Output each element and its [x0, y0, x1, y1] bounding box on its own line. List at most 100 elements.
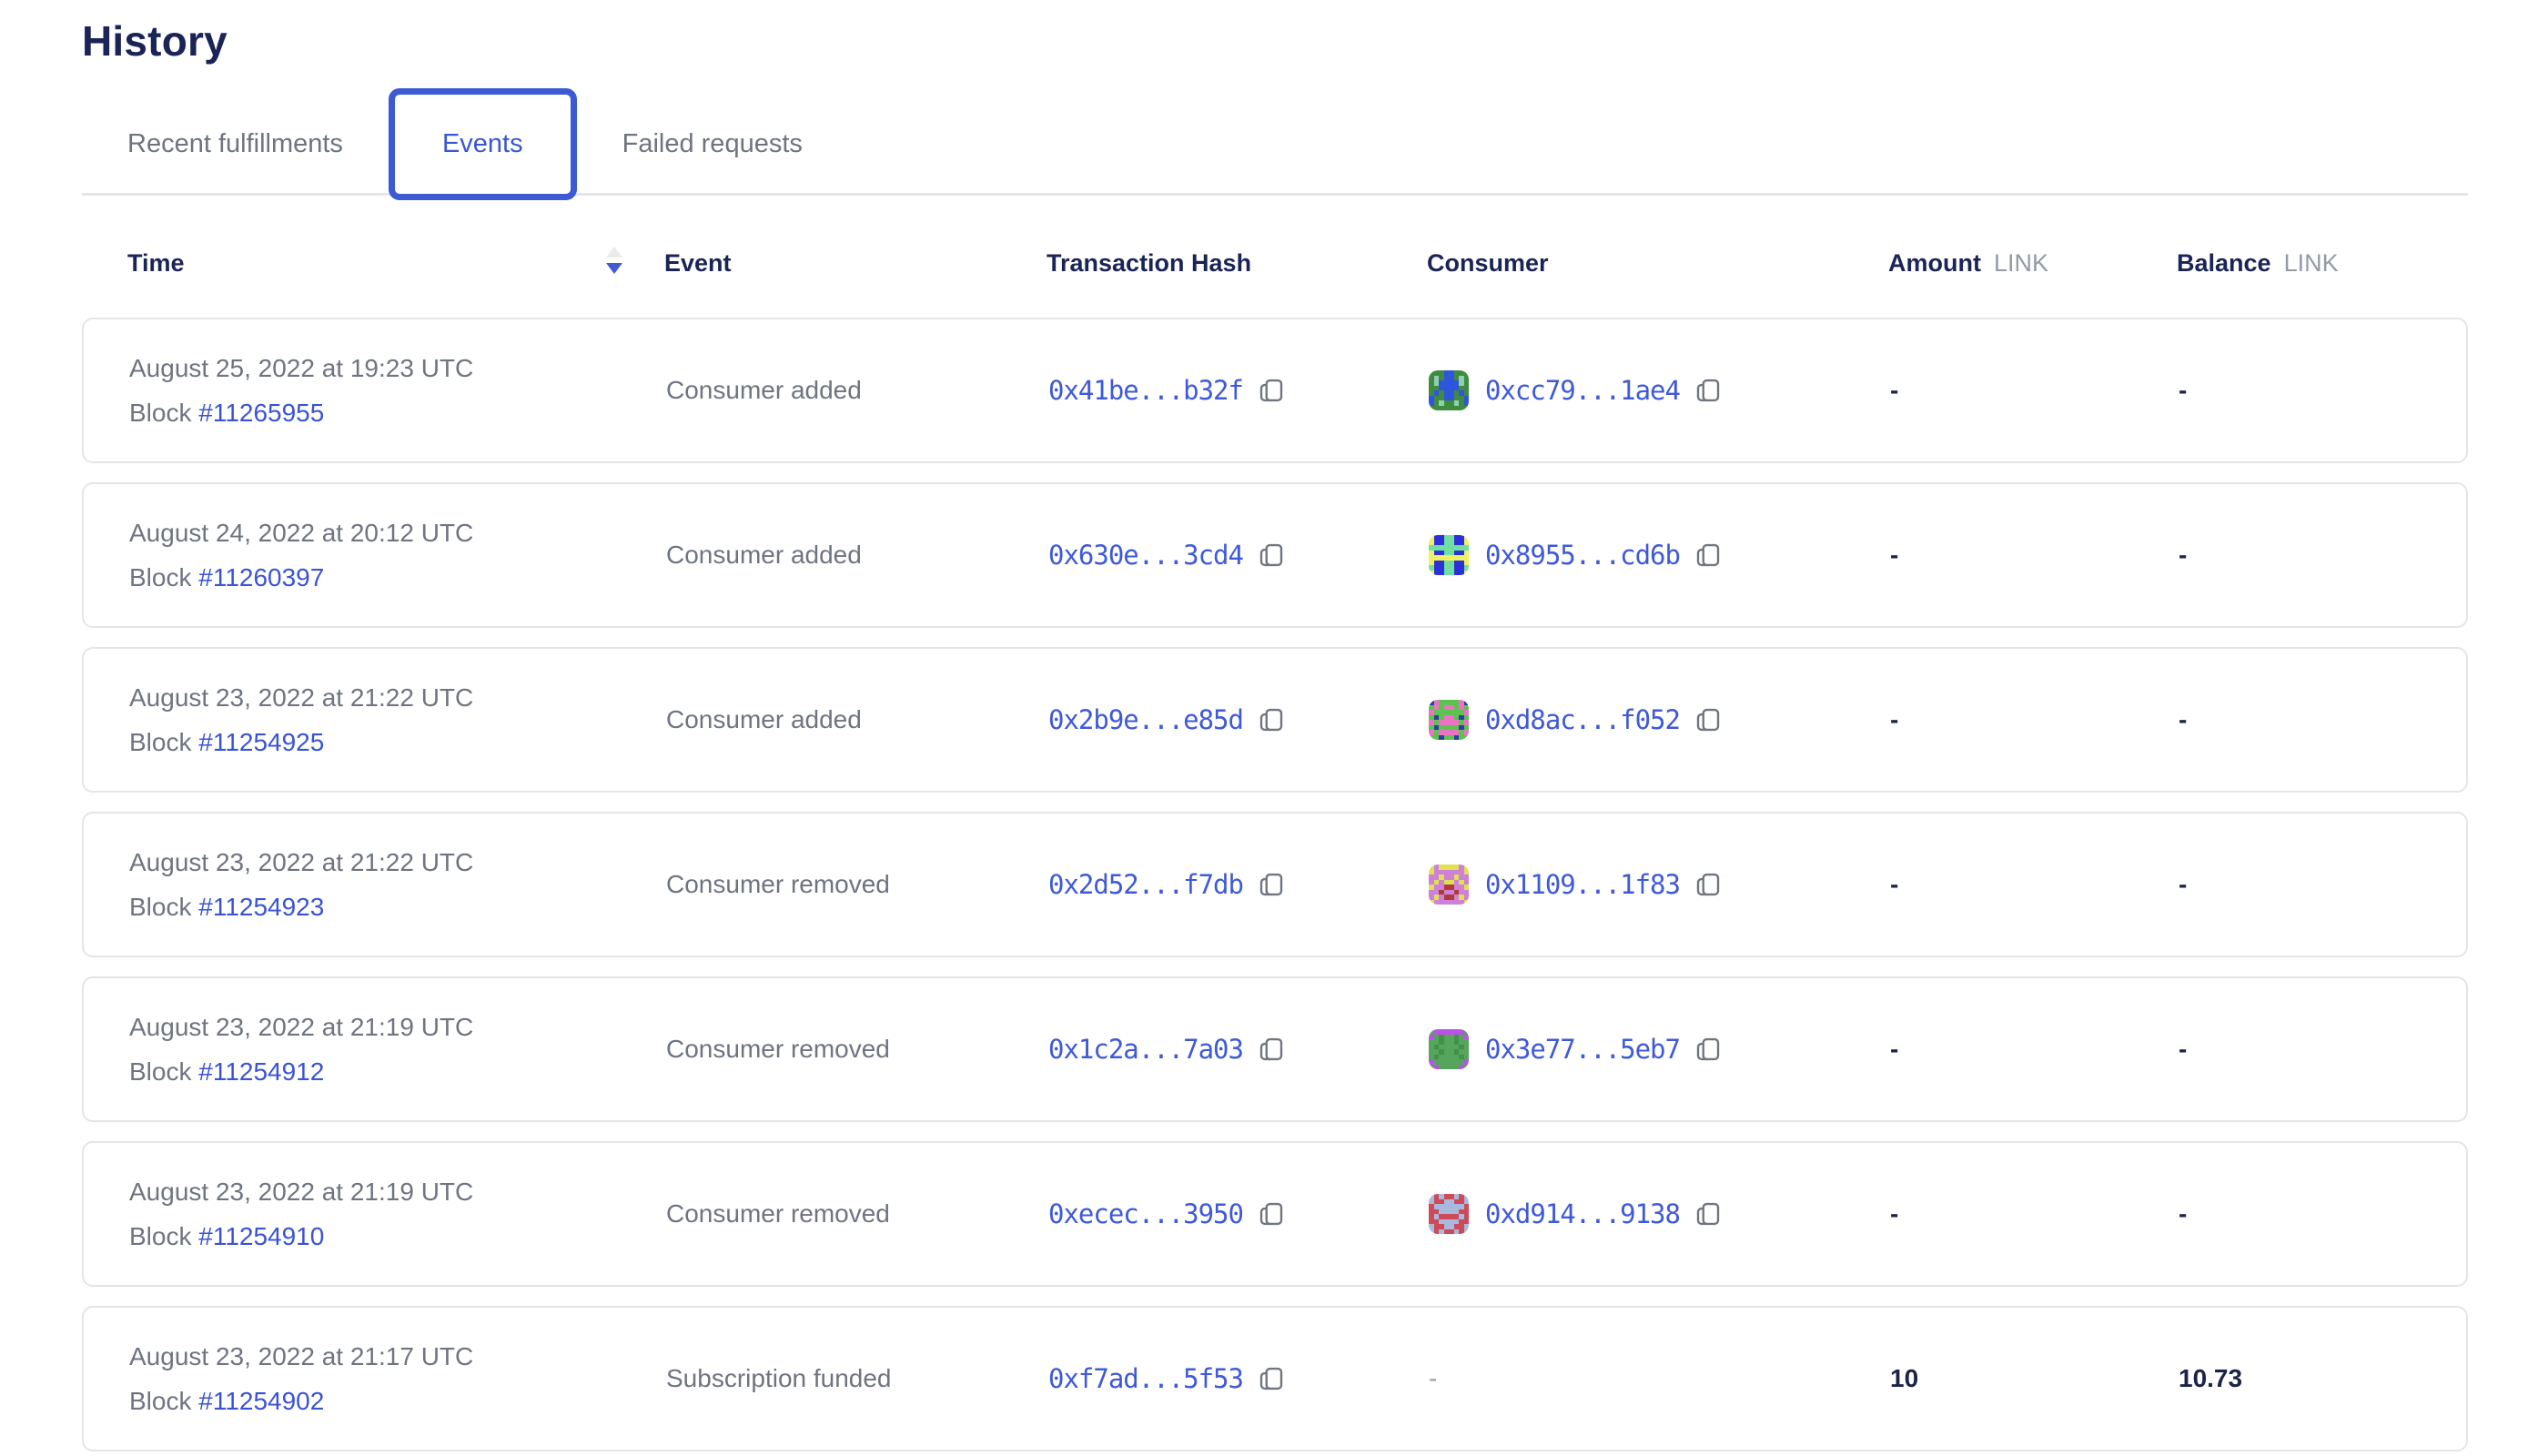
event-type: Consumer removed [666, 870, 890, 898]
table-row: August 23, 2022 at 21:19 UTC Block #1125… [82, 1141, 2468, 1287]
consumer-cell: 0xd914...9138 [1429, 1194, 1722, 1234]
block-number-link[interactable]: #11254910 [198, 1222, 325, 1250]
tab-bar: Recent fulfillments Events Failed reques… [82, 87, 2468, 201]
time-cell: August 25, 2022 at 19:23 UTC Block #1126… [129, 346, 473, 435]
transaction-hash-link[interactable]: 0x41be...b32f [1048, 375, 1244, 406]
transaction-hash-link[interactable]: 0x1c2a...7a03 [1048, 1034, 1244, 1065]
event-type: Consumer added [666, 705, 862, 733]
transaction-hash-link[interactable]: 0xecec...3950 [1048, 1198, 1244, 1229]
table-row: August 23, 2022 at 21:17 UTC Block #1125… [82, 1306, 2468, 1451]
transaction-hash-cell: 0x41be...b32f [1048, 375, 1285, 406]
time-cell: August 24, 2022 at 20:12 UTC Block #1126… [129, 511, 473, 600]
time-cell: August 23, 2022 at 21:22 UTC Block #1125… [129, 675, 473, 764]
transaction-hash-cell: 0x630e...3cd4 [1048, 540, 1285, 571]
amount-value: - [1890, 541, 1899, 569]
block-label: Block [129, 563, 199, 592]
block-number-link[interactable]: #11260397 [198, 563, 325, 592]
amount-value: - [1890, 870, 1899, 898]
balance-value: - [2179, 541, 2188, 569]
page-title: History [82, 17, 228, 65]
transaction-hash-cell: 0x1c2a...7a03 [1048, 1034, 1285, 1065]
event-type: Subscription funded [666, 1364, 892, 1392]
event-date: August 23, 2022 at 21:17 UTC [129, 1342, 474, 1370]
copy-icon[interactable] [1694, 376, 1722, 405]
copy-icon[interactable] [1694, 705, 1722, 734]
balance-unit-label: LINK [2283, 249, 2339, 277]
event-date: August 24, 2022 at 20:12 UTC [129, 519, 474, 547]
event-type: Consumer removed [666, 1035, 890, 1063]
balance-value: - [2179, 376, 2188, 404]
consumer-avatar [1429, 370, 1469, 410]
block-number-link[interactable]: #11254925 [198, 728, 325, 756]
copy-icon[interactable] [1258, 1035, 1285, 1064]
block-label: Block [129, 399, 199, 427]
transaction-hash-link[interactable]: 0x2d52...f7db [1048, 869, 1244, 900]
consumer-address-link[interactable]: 0x8955...cd6b [1485, 540, 1681, 571]
consumer-avatar [1429, 535, 1469, 575]
column-header-transaction-hash[interactable]: Transaction Hash [1047, 249, 1252, 277]
transaction-hash-link[interactable]: 0x2b9e...e85d [1048, 704, 1244, 735]
consumer-cell: 0x8955...cd6b [1429, 535, 1722, 575]
tab-recent-fulfillments[interactable]: Recent fulfillments [127, 129, 343, 158]
consumer-address-link[interactable]: 0x3e77...5eb7 [1485, 1034, 1681, 1065]
block-label: Block [129, 1387, 199, 1415]
time-cell: August 23, 2022 at 21:19 UTC Block #1125… [129, 1169, 473, 1259]
copy-icon[interactable] [1258, 1364, 1285, 1393]
copy-icon[interactable] [1258, 705, 1285, 734]
amount-value: - [1890, 376, 1899, 404]
time-cell: August 23, 2022 at 21:22 UTC Block #1125… [129, 840, 473, 929]
event-date: August 25, 2022 at 19:23 UTC [129, 354, 474, 382]
block-number-link[interactable]: #11254923 [198, 893, 325, 921]
balance-value: - [2179, 705, 2188, 733]
block-label: Block [129, 1057, 199, 1086]
transaction-hash-link[interactable]: 0xf7ad...5f53 [1048, 1363, 1244, 1394]
consumer-cell: - [1429, 1364, 1437, 1393]
table-header: Time Event Transaction Hash Consumer Amo… [82, 238, 2468, 288]
consumer-cell: 0x1109...1f83 [1429, 864, 1722, 905]
sort-descending-icon[interactable] [602, 245, 626, 281]
transaction-hash-cell: 0xf7ad...5f53 [1048, 1363, 1285, 1394]
consumer-address-link[interactable]: 0xd8ac...f052 [1485, 704, 1681, 735]
event-date: August 23, 2022 at 21:22 UTC [129, 848, 474, 876]
amount-value: - [1890, 1035, 1899, 1063]
copy-icon[interactable] [1694, 870, 1722, 899]
transaction-hash-cell: 0x2d52...f7db [1048, 869, 1285, 900]
copy-icon[interactable] [1258, 870, 1285, 899]
copy-icon[interactable] [1258, 376, 1285, 405]
table-row: August 23, 2022 at 21:22 UTC Block #1125… [82, 812, 2468, 957]
transaction-hash-cell: 0xecec...3950 [1048, 1198, 1285, 1229]
consumer-address-link[interactable]: 0xd914...9138 [1485, 1198, 1681, 1229]
consumer-address-link[interactable]: 0xcc79...1ae4 [1485, 375, 1681, 406]
table-row: August 23, 2022 at 21:22 UTC Block #1125… [82, 647, 2468, 793]
copy-icon[interactable] [1258, 541, 1285, 570]
tab-events[interactable]: Events [388, 88, 577, 200]
event-type: Consumer added [666, 376, 862, 404]
consumer-empty-dash: - [1429, 1364, 1438, 1392]
copy-icon[interactable] [1694, 541, 1722, 570]
amount-value: - [1890, 705, 1899, 733]
consumer-avatar [1429, 864, 1469, 905]
column-header-balance[interactable]: Balance LINK [2177, 249, 2339, 277]
tab-failed-requests[interactable]: Failed requests [622, 129, 803, 158]
event-type: Consumer removed [666, 1199, 890, 1228]
block-label: Block [129, 728, 199, 756]
column-header-amount[interactable]: Amount LINK [1888, 249, 2049, 277]
copy-icon[interactable] [1694, 1199, 1722, 1228]
amount-value: 10 [1890, 1364, 1919, 1392]
column-header-event[interactable]: Event [664, 249, 732, 277]
event-type: Consumer added [666, 541, 862, 569]
block-number-link[interactable]: #11254912 [198, 1057, 325, 1086]
consumer-address-link[interactable]: 0x1109...1f83 [1485, 869, 1681, 900]
block-number-link[interactable]: #11265955 [198, 399, 325, 427]
transaction-hash-link[interactable]: 0x630e...3cd4 [1048, 540, 1244, 571]
transaction-hash-cell: 0x2b9e...e85d [1048, 704, 1285, 735]
time-cell: August 23, 2022 at 21:19 UTC Block #1125… [129, 1005, 473, 1094]
column-header-consumer[interactable]: Consumer [1427, 249, 1549, 277]
event-date: August 23, 2022 at 21:19 UTC [129, 1178, 474, 1206]
column-header-time[interactable]: Time [127, 249, 185, 277]
copy-icon[interactable] [1258, 1199, 1285, 1228]
amount-unit-label: LINK [1993, 249, 2049, 277]
consumer-cell: 0xd8ac...f052 [1429, 700, 1722, 740]
block-number-link[interactable]: #11254902 [198, 1387, 325, 1415]
copy-icon[interactable] [1694, 1035, 1722, 1064]
